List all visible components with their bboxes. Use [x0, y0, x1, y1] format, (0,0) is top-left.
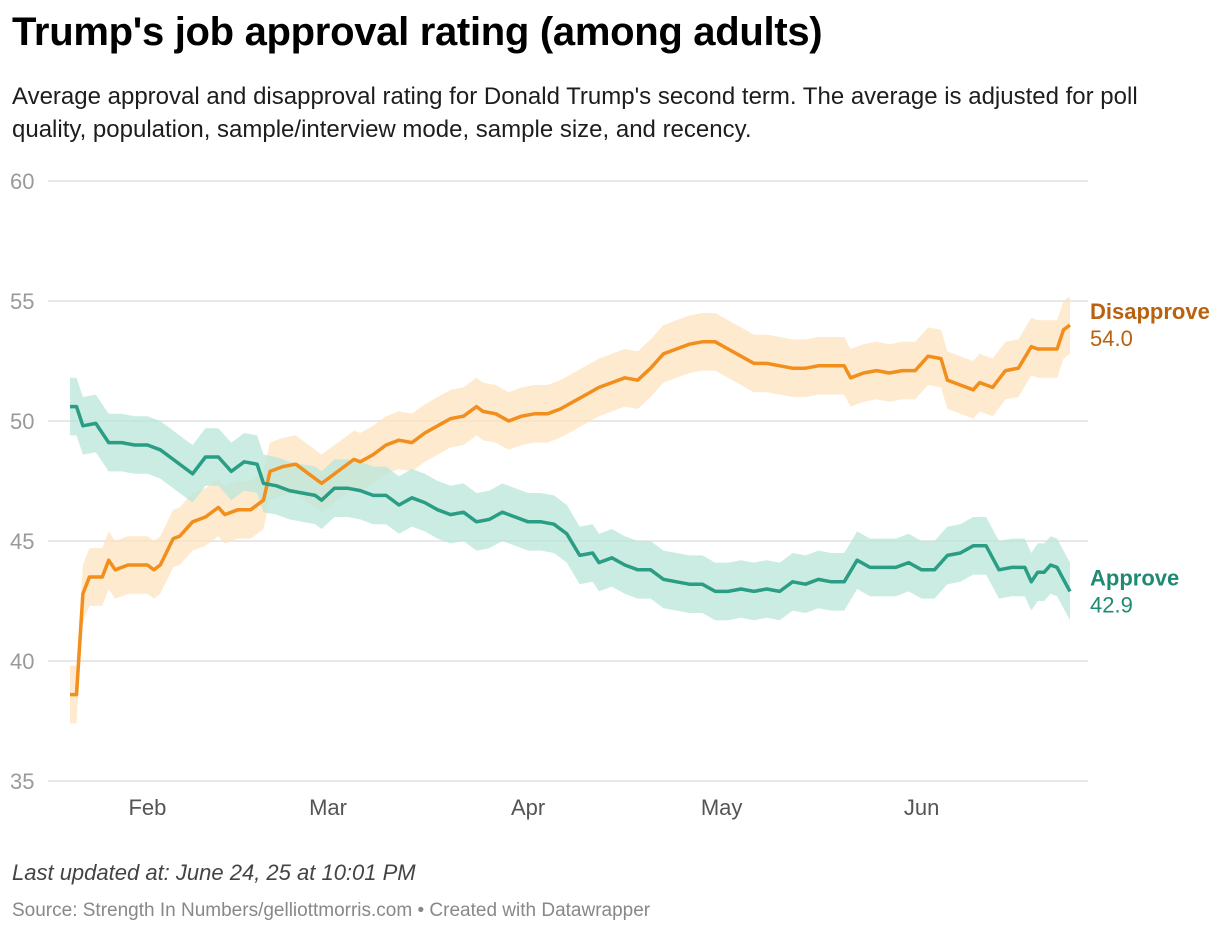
approve-series-label: Approve [1090, 565, 1179, 590]
y-tick-label-55: 55 [10, 289, 34, 314]
y-tick-label-60: 60 [10, 169, 34, 194]
y-tick-label-50: 50 [10, 409, 34, 434]
disapprove-end-value: 54.0 [1090, 326, 1133, 351]
chart-subtitle: Average approval and disapproval rating … [12, 83, 1138, 143]
approval-chart: 35 40 45 50 55 60 Feb Mar Apr May Jun Disapprove54.… [10, 169, 1210, 820]
approve-end-value: 42.9 [1090, 592, 1133, 617]
source-credit: Source: Strength In Numbers/gelliottmorr… [12, 900, 651, 921]
x-tick-label-may: May [701, 795, 743, 820]
last-updated-note: Last updated at: June 24, 25 at 10:01 PM [12, 860, 416, 885]
disapprove-line [70, 323, 1072, 697]
approve-uncertainty-band [70, 377, 1070, 621]
y-tick-label-45: 45 [10, 529, 34, 554]
x-tick-label-apr: Apr [511, 795, 545, 820]
x-tick-label-mar: Mar [309, 795, 347, 820]
y-tick-label-40: 40 [10, 649, 34, 674]
chart-title: Trump's job approval rating (among adult… [12, 10, 823, 54]
disapprove-series-label: Disapprove [1090, 299, 1210, 324]
disapprove-uncertainty-band [70, 296, 1070, 724]
y-tick-label-35: 35 [10, 769, 34, 794]
approve-line [70, 404, 1072, 594]
x-tick-label-jun: Jun [904, 795, 939, 820]
x-tick-label-feb: Feb [128, 795, 166, 820]
